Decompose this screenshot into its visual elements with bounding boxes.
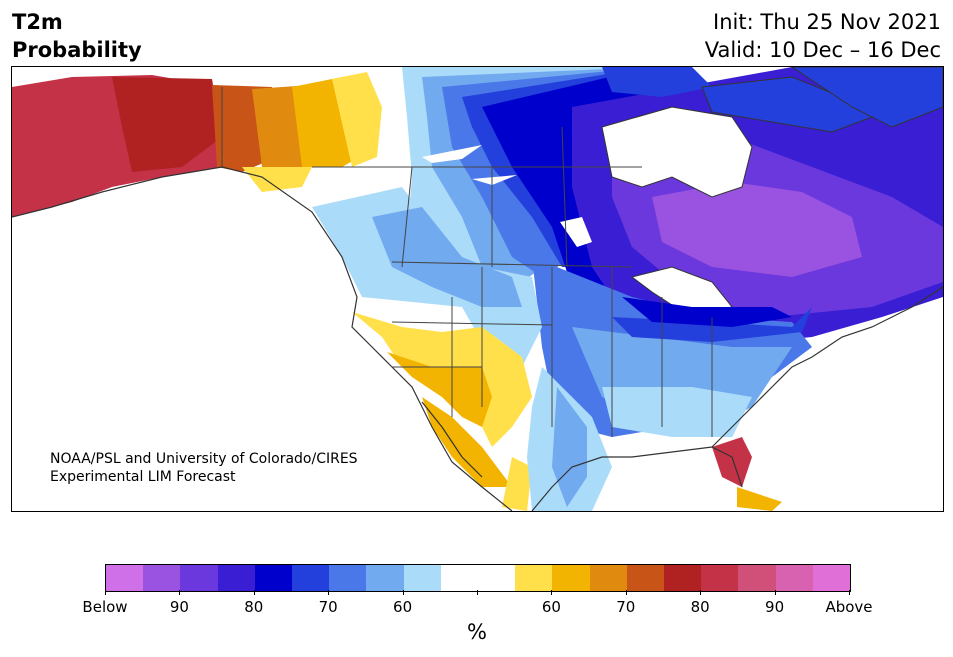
credit-organization: NOAA/PSL and University of Colorado/CIRE… [50,451,358,467]
colorbar-swatch [143,565,181,591]
colorbar-swatch [701,565,739,591]
colorbar-tick [625,590,627,595]
colorbar-tick [179,590,181,595]
colorbar-tick-label: 70 [616,598,636,616]
colorbar-swatch [254,565,293,591]
colorbar-swatch [217,565,255,591]
colorbar-tick [328,590,330,595]
colorbar-tick-label: 90 [169,598,189,616]
colorbar-swatch [515,565,553,591]
colorbar-tick [849,590,850,595]
colorbar-swatch [292,565,330,591]
colorbar-swatch [738,565,776,591]
valid-period: Valid: 10 Dec – 16 Dec [704,38,941,62]
colorbar-swatch [589,565,627,591]
colorbar-swatch [180,565,218,591]
forecast-dates: Init: Thu 25 Nov 2021 Valid: 10 Dec – 16… [705,8,941,64]
map-title: T2m Probability [12,8,142,64]
colorbar-tick-label: 80 [244,598,264,616]
colorbar-tick-label: 60 [393,598,413,616]
colorbar-swatch [329,565,367,591]
colorbar-tick [551,590,553,595]
colorbar-swatch [366,565,404,591]
colorbar-swatch [440,565,479,591]
map-graphic [12,67,943,511]
colorbar-tick [105,590,106,595]
colorbar-swatch [403,565,441,591]
colorbar-tick-label: Above [825,598,873,616]
title-variable: T2m [12,10,63,34]
colorbar-tick [700,590,702,595]
colorbar-tick [402,590,404,595]
map-credit: NOAA/PSL and University of Colorado/CIRE… [50,450,358,486]
colorbar-swatch [775,565,813,591]
colorbar-tick-label: 90 [765,598,785,616]
colorbar-tick-label: 70 [318,598,338,616]
colorbar-swatch [626,565,665,591]
title-type: Probability [12,38,142,62]
init-date: Init: Thu 25 Nov 2021 [713,10,941,34]
hudson-bay [601,106,753,198]
colorbar-swatch [552,565,590,591]
colorbar-unit: % [467,620,487,644]
colorbar [105,564,851,592]
colorbar-tick-label: Below [82,598,128,616]
colorbar-tick [477,590,478,595]
colorbar-tick [253,590,255,595]
credit-product: Experimental LIM Forecast [50,469,236,485]
colorbar-ticks [105,590,851,596]
colorbar-tick-label: 80 [690,598,710,616]
probability-map: NOAA/PSL and University of Colorado/CIRE… [11,66,944,512]
colorbar-swatch [106,565,144,591]
colorbar-tick [774,590,776,595]
colorbar-swatch [478,565,516,591]
colorbar-swatch [812,565,851,591]
colorbar-tick-label: 60 [541,598,561,616]
colorbar-swatch [664,565,702,591]
